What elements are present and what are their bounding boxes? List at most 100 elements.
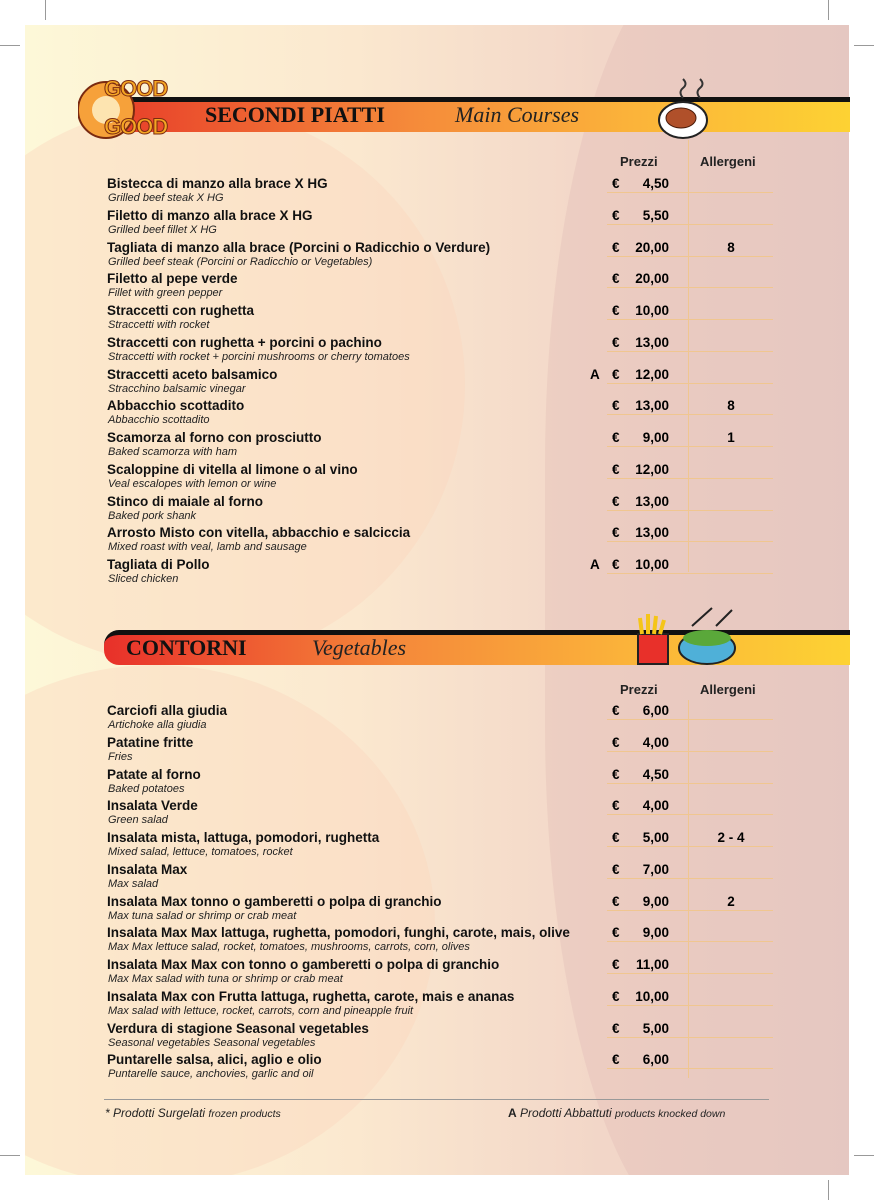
item-price: 4,00 <box>642 798 669 814</box>
currency-symbol: € <box>612 988 620 1004</box>
row-divider <box>607 782 773 784</box>
item-translation: Seasonal vegetables Seasonal vegetables <box>108 1036 316 1049</box>
item-name: Straccetti con rughetta + porcini o pach… <box>107 334 382 350</box>
currency-symbol: € <box>612 557 620 572</box>
item-name: Insalata Max Max lattuga, rughetta, pomo… <box>107 925 570 941</box>
item-name: Tagliata di manzo alla brace (Porcini o … <box>107 239 491 255</box>
item-translation: Straccetti with rocket + porcini mushroo… <box>108 350 410 363</box>
menu-item: Patatine fritte Fries €4,00 <box>107 735 773 767</box>
item-translation: Sliced chicken <box>108 573 179 585</box>
item-translation: Max salad <box>108 877 159 890</box>
menu-item: Verdura di stagione Seasonal vegetables S… <box>107 1021 773 1053</box>
row-divider <box>607 909 773 911</box>
menu-item: Filetto di manzo alla brace X HG Grilled … <box>107 208 773 240</box>
row-divider <box>607 319 773 320</box>
item-name: Abbacchio scottadito <box>107 398 245 414</box>
row-divider <box>607 477 773 479</box>
row-divider <box>607 750 773 752</box>
currency-symbol: € <box>612 861 620 877</box>
item-name: Patatine fritte <box>107 734 194 750</box>
currency-symbol: € <box>612 925 620 941</box>
col-allergens-header: Allergeni <box>700 154 756 169</box>
menu-item: Insalata Max Max lattuga, rughetta, pomo… <box>107 925 773 957</box>
item-allergens: 8 <box>727 239 735 255</box>
grilled-steak-plate-icon <box>658 78 708 139</box>
item-price: 4,00 <box>642 734 669 750</box>
currency-symbol: € <box>612 1052 620 1068</box>
section-subtitle-secondi: Main Courses <box>455 102 580 127</box>
item-price: 13,00 <box>635 398 669 414</box>
item-allergens: 2 - 4 <box>717 830 745 845</box>
row-divider <box>607 719 773 720</box>
col-price-header: Prezzi <box>620 154 658 169</box>
row-divider <box>607 1004 773 1006</box>
footer-divider <box>104 1099 769 1100</box>
item-translation: Stracchino balsamic vinegar <box>108 382 246 395</box>
item-name: Insalata Max <box>107 861 188 877</box>
menu-item: Patate al forno Baked potatoes €4,50 <box>107 767 773 799</box>
row-divider <box>607 973 773 974</box>
row-divider <box>607 350 773 352</box>
currency-symbol: € <box>612 893 620 909</box>
item-name: Verdura di stagione Seasonal vegetables <box>107 1020 369 1036</box>
item-name: Stinco di maiale al forno <box>107 493 264 509</box>
menu-item: Insalata Max Max con tonno o gamberetti … <box>107 957 773 989</box>
item-translation: Max tuna salad or shrimp or crab meat <box>108 909 297 922</box>
menu-item: Insalata mista, lattuga, pomodori, rughe… <box>107 830 773 862</box>
item-flag: A <box>590 557 600 572</box>
item-price: 13,00 <box>635 525 669 541</box>
menu-item: Bistecca di manzo alla brace X HG Grilled… <box>107 176 773 208</box>
item-name: Insalata Max tonno o gamberetti o polpa … <box>107 893 442 909</box>
item-name: Scaloppine di vitella al limone o al vin… <box>107 461 358 477</box>
item-name: Insalata Max Max con tonno o gamberetti … <box>107 957 500 972</box>
item-translation: Puntarelle sauce, anchovies, garlic and … <box>108 1068 314 1081</box>
currency-symbol: € <box>612 398 620 414</box>
row-divider <box>607 1068 773 1070</box>
row-divider <box>607 941 773 943</box>
currency-symbol: € <box>612 430 620 445</box>
good-good-logo: GOOD GOOD <box>78 70 193 150</box>
item-price: 10,00 <box>635 988 669 1004</box>
fries-and-salad-icon <box>637 607 736 665</box>
item-price: 10,00 <box>635 303 669 318</box>
item-price: 7,00 <box>642 861 669 877</box>
item-translation: Baked scamorza with ham <box>108 446 237 458</box>
item-allergens: 2 <box>727 893 735 909</box>
item-price: 5,00 <box>642 830 669 845</box>
section-subtitle-contorni: Vegetables <box>312 635 407 660</box>
menu-item: Tagliata di manzo alla brace (Porcini o … <box>107 240 773 272</box>
row-divider <box>607 414 773 416</box>
item-price: 12,00 <box>635 461 669 477</box>
logo-text-top: GOOD <box>103 76 168 102</box>
item-translation: Grilled beef steak (Porcini or Radicchio… <box>108 255 373 268</box>
row-divider <box>607 1036 773 1038</box>
item-translation: Grilled beef fillet X HG <box>108 223 217 236</box>
item-name: Insalata mista, lattuga, pomodori, rughe… <box>107 830 380 845</box>
row-divider <box>607 541 773 543</box>
section-title-contorni: CONTORNI <box>126 635 247 660</box>
menu-item: Scaloppine di vitella al limone o al vin… <box>107 462 773 494</box>
item-price: 9,00 <box>642 893 669 909</box>
menu-item: Insalata Max Max salad €7,00 <box>107 862 773 894</box>
item-price: 10,00 <box>635 557 669 572</box>
currency-symbol: € <box>612 207 620 223</box>
item-translation: Mixed roast with veal, lamb and sausage <box>108 541 307 554</box>
currency-symbol: € <box>612 334 620 350</box>
col-price-header: Prezzi <box>620 682 658 697</box>
item-price: 11,00 <box>635 957 669 972</box>
item-translation: Max salad with lettuce, rocket, carrots,… <box>108 1004 414 1017</box>
item-translation: Baked potatoes <box>108 782 185 795</box>
currency-symbol: € <box>612 703 620 718</box>
item-price: 4,50 <box>642 766 669 782</box>
item-price: 9,00 <box>642 925 669 941</box>
item-translation: Fillet with green pepper <box>108 287 223 300</box>
row-divider <box>607 255 773 257</box>
item-translation: Max Max lettuce salad, rocket, tomatoes,… <box>108 941 470 954</box>
currency-symbol: € <box>612 303 620 318</box>
item-name: Puntarelle salsa, alici, aglio e olio <box>107 1052 322 1068</box>
item-price: 20,00 <box>635 271 669 287</box>
currency-symbol: € <box>612 957 620 972</box>
item-price: 13,00 <box>635 334 669 350</box>
col-allergens-header: Allergeni <box>700 682 756 697</box>
